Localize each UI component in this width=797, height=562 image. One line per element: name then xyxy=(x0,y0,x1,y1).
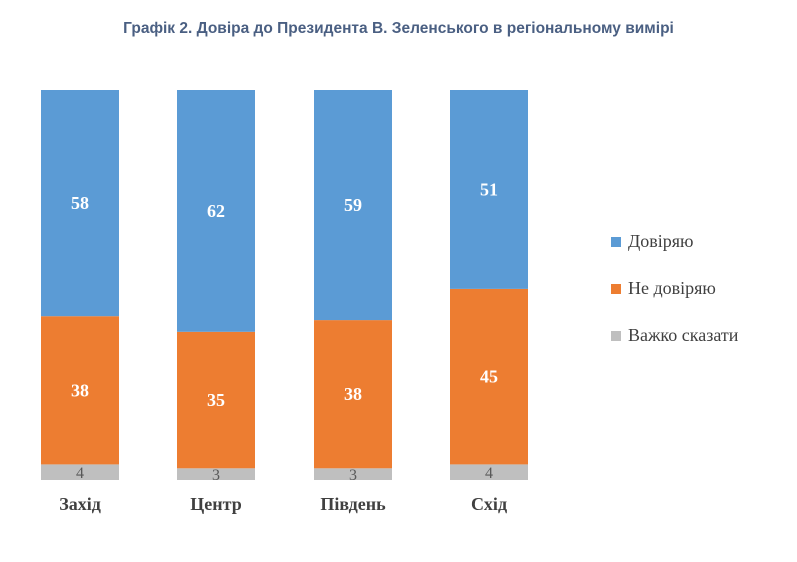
legend-label-2: Важко сказати xyxy=(628,325,739,345)
bar-0-series-2 xyxy=(41,90,119,317)
bar-0-series-0 xyxy=(41,464,119,480)
bar-3-series-2 xyxy=(450,90,528,289)
category-label-3: Схід xyxy=(471,494,507,514)
legend-label-1: Не довіряю xyxy=(628,278,716,298)
bar-2-series-2 xyxy=(314,90,392,321)
data-label-3-2: 51 xyxy=(480,179,498,199)
data-label-1-0: 3 xyxy=(212,467,220,484)
data-label-3-0: 4 xyxy=(485,465,493,482)
data-label-1-1: 35 xyxy=(207,390,225,410)
data-label-2-2: 59 xyxy=(344,195,362,215)
bar-2-series-1 xyxy=(314,320,392,469)
bar-0-series-1 xyxy=(41,316,119,465)
legend-label-0: Довіряю xyxy=(628,231,694,251)
bar-3-series-0 xyxy=(450,464,528,480)
data-label-0-1: 38 xyxy=(71,380,89,400)
bar-3-series-1 xyxy=(450,288,528,465)
data-label-0-0: 4 xyxy=(76,465,84,482)
bar-1-series-0 xyxy=(177,468,255,480)
legend-swatch-0 xyxy=(611,237,621,247)
category-label-2: Південь xyxy=(320,494,386,514)
bar-2-series-0 xyxy=(314,468,392,480)
data-label-3-1: 45 xyxy=(480,367,498,387)
category-label-0: Захід xyxy=(59,494,101,514)
chart-title: Графік 2. Довіра до Президента В. Зеленс… xyxy=(123,20,674,37)
bar-1-series-1 xyxy=(177,331,255,469)
category-label-1: Центр xyxy=(190,494,241,514)
data-label-2-0: 3 xyxy=(349,467,357,484)
legend-swatch-2 xyxy=(611,331,621,341)
bar-1-series-2 xyxy=(177,90,255,332)
data-label-2-1: 38 xyxy=(344,384,362,404)
data-label-0-2: 58 xyxy=(71,193,89,213)
data-label-1-2: 62 xyxy=(207,201,225,221)
legend-swatch-1 xyxy=(611,284,621,294)
